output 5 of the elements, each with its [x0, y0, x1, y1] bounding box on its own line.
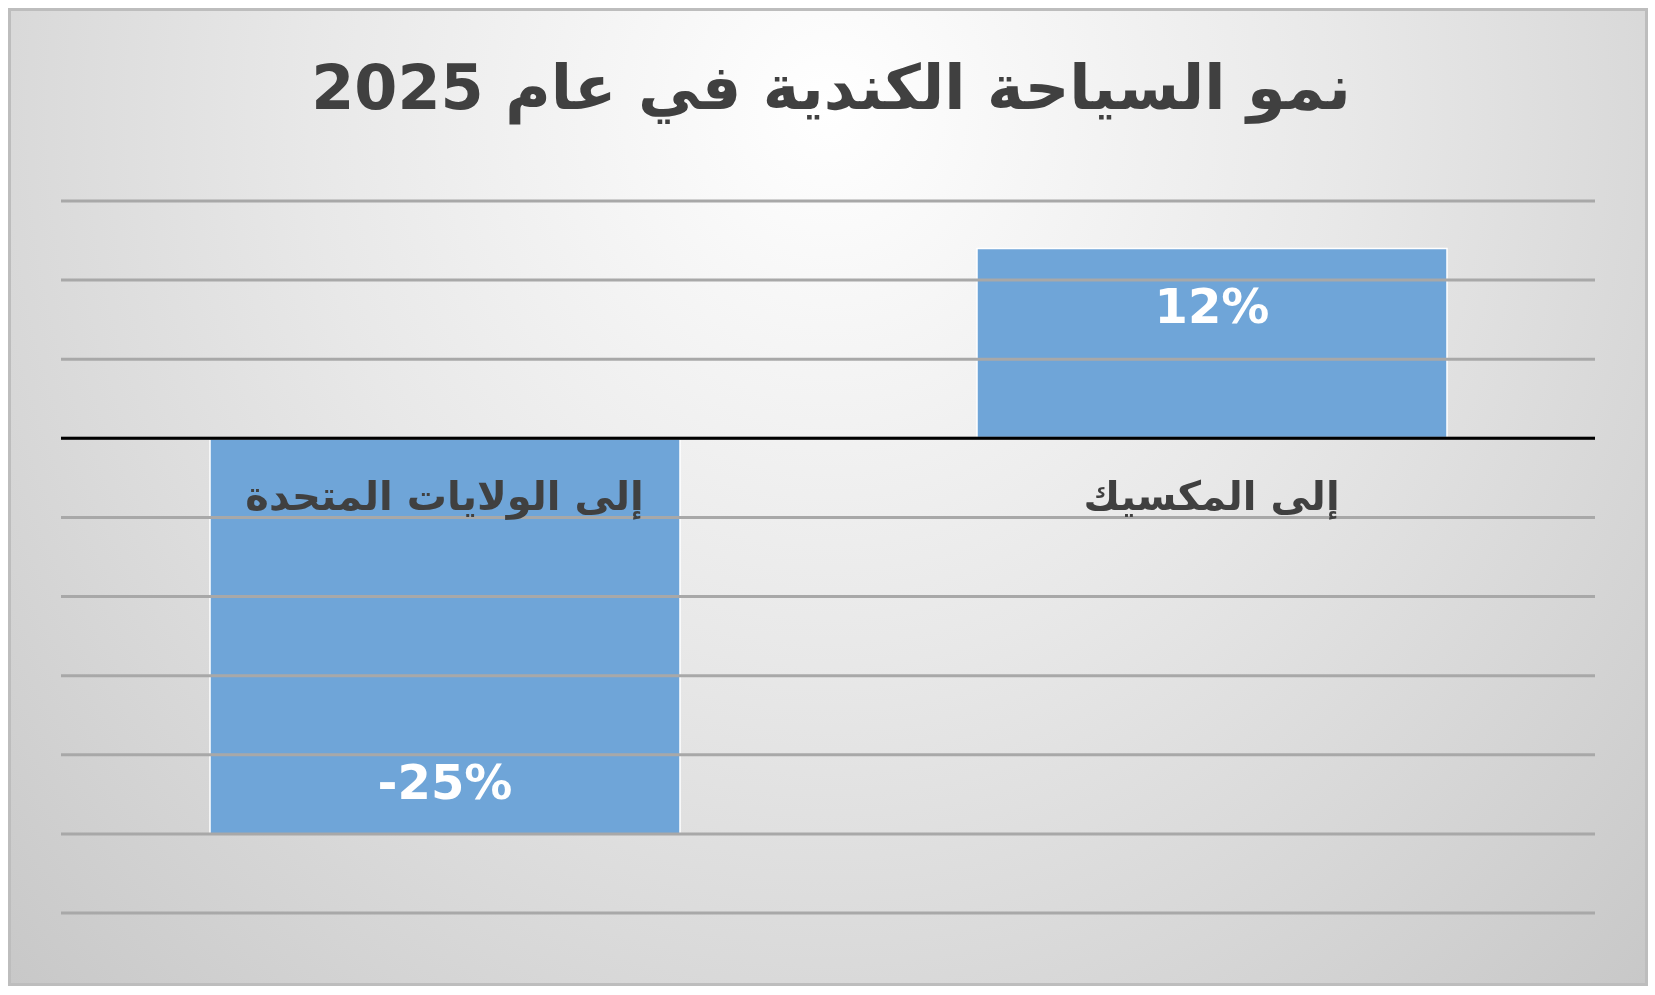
data-label: 12% [1154, 278, 1270, 335]
chart-title: نمو السياحة الكندية في عام 2025 [310, 51, 1352, 124]
x-tick-label: إلى الولايات المتحدة [245, 473, 644, 521]
data-label: -25% [377, 753, 513, 810]
x-tick-label: إلى المكسيك [1083, 473, 1340, 521]
